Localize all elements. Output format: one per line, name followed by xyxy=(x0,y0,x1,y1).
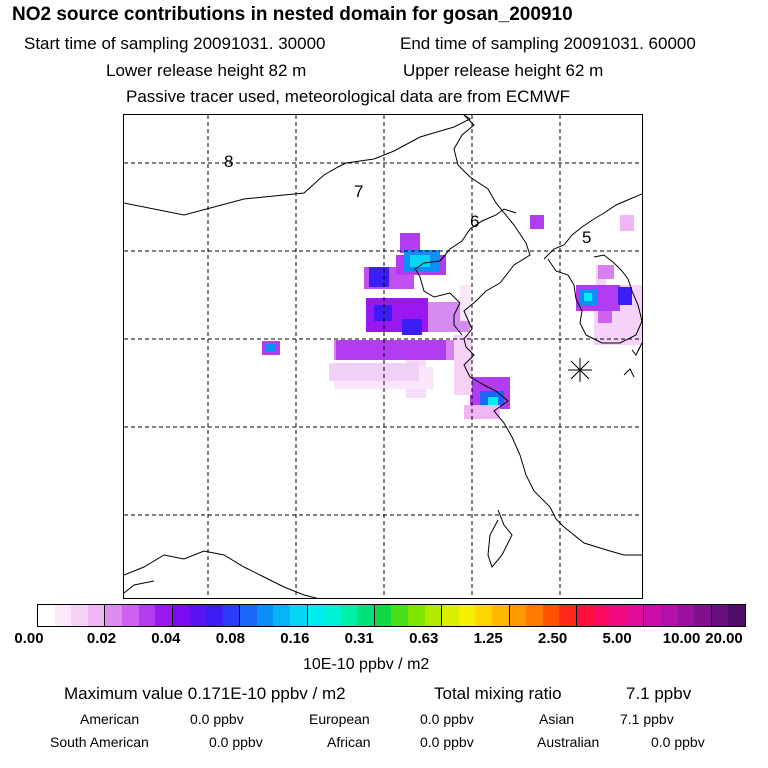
coastlines xyxy=(124,115,642,598)
region-name-european: European xyxy=(309,711,370,727)
region-label-8: 8 xyxy=(224,152,233,171)
colorbar-segment xyxy=(626,605,645,626)
region-value-european: 0.0 ppbv xyxy=(420,711,474,727)
colorbar-segment xyxy=(577,605,594,626)
colorbar-tick-label: 0.02 xyxy=(86,630,117,647)
colorbar-segment xyxy=(273,605,290,626)
colorbar-segment xyxy=(408,605,425,626)
region-value-african: 0.0 ppbv xyxy=(420,734,474,750)
map-canvas: 8 7 6 5 xyxy=(124,115,642,598)
colorbar-tick-label: 20.00 xyxy=(705,630,743,647)
colorbar-segment xyxy=(357,605,375,626)
colorbar-segment xyxy=(105,605,122,626)
colorbar-segment xyxy=(155,605,173,626)
colorbar-segment xyxy=(711,605,729,626)
colorbar-segment xyxy=(442,605,459,626)
colorbar-segment xyxy=(475,605,493,626)
colorbar-segment xyxy=(222,605,241,626)
maximum-value: Maximum value 0.171E-10 ppbv / m2 xyxy=(64,684,346,703)
colorbar-segment xyxy=(240,605,257,626)
region-name-asian: Asian xyxy=(539,711,575,727)
graticule xyxy=(124,115,642,598)
colorbar-segment xyxy=(307,605,325,626)
colorbar-segment xyxy=(677,605,695,626)
region-name-south-american: South American xyxy=(50,734,149,750)
region-name-american: American xyxy=(80,711,140,727)
colorbar-segment xyxy=(54,605,72,626)
colorbar-segment xyxy=(205,605,223,626)
colorbar-tick-label: 2.50 xyxy=(538,630,568,647)
colorbar-segment xyxy=(121,605,139,626)
map-panel: 8 7 6 5 xyxy=(123,114,643,599)
colorbar-segment xyxy=(644,605,661,626)
colorbar-tick-label: 0.31 xyxy=(344,630,374,647)
asterisk-icon xyxy=(568,358,592,382)
colorbar-segment xyxy=(172,605,190,626)
region-name-australian: Australian xyxy=(537,734,600,750)
colorbar-segment xyxy=(289,605,308,626)
colorbar-tick-label: 5.00 xyxy=(602,630,632,647)
region-label-5: 5 xyxy=(582,228,591,247)
colorbar-segment xyxy=(256,605,274,626)
region-label-6: 6 xyxy=(470,212,479,231)
colorbar-unit: 10E-10 ppbv / m2 xyxy=(303,656,430,673)
colorbar-segment xyxy=(509,605,527,626)
colorbar-segment xyxy=(728,605,745,626)
colorbar-segment xyxy=(660,605,678,626)
colorbar-segment xyxy=(374,605,392,626)
region-value-american: 0.0 ppbv xyxy=(190,711,244,727)
colorbar-segment xyxy=(391,605,409,626)
colorbar-segment xyxy=(559,605,577,626)
colorbar-segment xyxy=(492,605,510,626)
colorbar-segment xyxy=(694,605,712,626)
colorbar-tick-label: 1.25 xyxy=(473,630,503,647)
colorbar-tick-label: 10.00 xyxy=(662,630,701,647)
colorbar-tick-label: 0.63 xyxy=(409,630,439,647)
lower-release-height: Lower release height 82 m xyxy=(106,61,307,80)
colorbar-segment xyxy=(593,605,611,626)
tracer-note: Passive tracer used, meteorological data… xyxy=(126,87,571,106)
colorbar-tick-label: 0.04 xyxy=(151,630,181,647)
colorbar-segment xyxy=(526,605,543,626)
region-value-australian: 0.0 ppbv xyxy=(651,734,705,750)
colorbar-segment xyxy=(87,605,106,626)
region-label-7: 7 xyxy=(354,182,363,201)
colorbar-tick-label: 0.08 xyxy=(215,630,245,647)
plot-title: NO2 source contributions in nested domai… xyxy=(12,4,573,25)
upper-release-height: Upper release height 62 m xyxy=(403,61,604,80)
region-value-south-american: 0.0 ppbv xyxy=(209,734,263,750)
region-value-asian: 7.1 ppbv xyxy=(620,711,674,727)
colorbar xyxy=(37,604,746,627)
total-mixing-label: Total mixing ratio xyxy=(434,684,562,703)
colorbar-tick-label: 0.16 xyxy=(280,630,310,647)
region-name-african: African xyxy=(327,734,371,750)
sampling-start: Start time of sampling 20091031. 30000 xyxy=(24,34,326,53)
total-mixing-value: 7.1 ppbv xyxy=(626,684,692,703)
sampling-end: End time of sampling 20091031. 60000 xyxy=(400,34,696,53)
colorbar-segment xyxy=(542,605,560,626)
concentration-field xyxy=(262,215,642,419)
colorbar-segment xyxy=(610,605,627,626)
colorbar-segment xyxy=(324,605,341,626)
colorbar-segment xyxy=(458,605,476,626)
colorbar-segment xyxy=(424,605,443,626)
colorbar-segment xyxy=(189,605,206,626)
colorbar-segment xyxy=(38,605,55,626)
colorbar-tick-label: 0.00 xyxy=(14,630,44,647)
colorbar-segment xyxy=(138,605,156,626)
colorbar-segment xyxy=(71,605,88,626)
colorbar-segment xyxy=(340,605,358,626)
